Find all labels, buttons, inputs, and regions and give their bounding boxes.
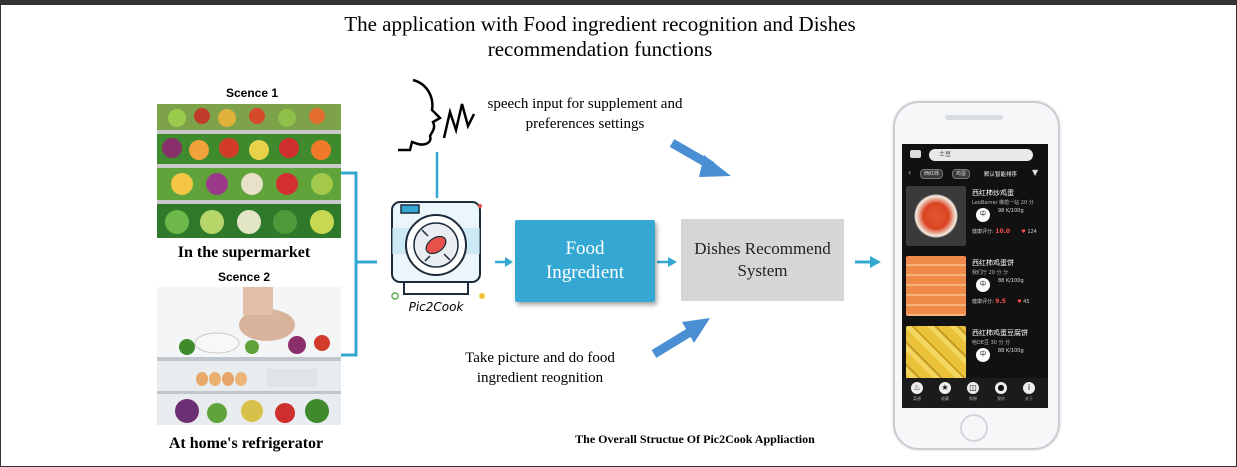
nav-about[interactable]: i 关于	[1023, 382, 1035, 401]
speaking-head-icon	[398, 78, 476, 152]
recipe-author: 哈DE豆 30 分 分	[972, 340, 1011, 346]
recipe-name: 西红柿鸡蛋饼	[972, 259, 1014, 267]
filter-icon[interactable]: ▼	[1032, 168, 1039, 177]
health-score: 健康评分: 10.0 ♥ 124	[972, 228, 1037, 235]
nav-recipes[interactable]: ♨ 菜谱	[911, 382, 923, 401]
recipe-thumbnail	[906, 186, 966, 246]
recipe-card[interactable]: 西红柿鸡蛋豆腐饼 哈DE豆 30 分 分 中 88 K/100g	[902, 324, 1048, 394]
scene-2-place: At home's refrigerator	[168, 435, 324, 452]
scene-bracket	[341, 171, 358, 357]
diagram-title: The application with Food ingredient rec…	[344, 12, 856, 61]
recipe-thumbnail	[906, 326, 966, 386]
health-score: 健康评分: 9.5 ♥ 45	[972, 298, 1030, 305]
dish-to-phone-arrow	[870, 256, 881, 268]
recipe-name: 西红柿鸡蛋豆腐饼	[972, 329, 1028, 337]
recipe-author: 我们厅 20 分 分	[972, 270, 1009, 276]
logo-to-food-arrow	[505, 257, 513, 267]
info-icon: i	[1023, 382, 1035, 394]
dishes-recommend-box: Dishes Recommend System	[681, 219, 844, 301]
picture-note: Take picture and do food ingredient reog…	[465, 350, 615, 386]
basket-icon: ◫	[967, 382, 979, 394]
phone-screen: 土豆 ‹ 西红柿 鸡蛋 默认智能排序 ▼ 西红柿炒鸡蛋 LeoBarner 橄榄…	[902, 144, 1048, 408]
pic2cook-logo-text: Pic2Cook	[408, 300, 464, 314]
ingredient-chip[interactable]: 鸡蛋	[952, 169, 971, 179]
recipe-card[interactable]: 西红柿炒鸡蛋 LeoBarner 橄榄一站 20 分 中 98 K/100g 健…	[902, 184, 1048, 254]
recipe-card[interactable]: 西红柿鸡蛋饼 我们厅 20 分 分 中 88 K/100g 健康评分: 9.5 …	[902, 254, 1048, 324]
speech-note: speech input for supplement and preferen…	[487, 96, 683, 132]
search-input[interactable]: 土豆	[929, 149, 1033, 161]
heart-icon: ♥	[1017, 299, 1022, 305]
phone-speaker	[945, 115, 1003, 120]
food-to-dish-arrow	[668, 257, 677, 267]
calorie-info: 88 K/100g	[998, 278, 1024, 284]
camera-icon[interactable]	[910, 150, 921, 158]
app-search-bar: 土豆	[902, 144, 1048, 166]
calorie-info: 88 K/100g	[998, 348, 1024, 354]
recipe-name: 西红柿炒鸡蛋	[972, 189, 1014, 197]
recipe-author: LeoBarner 橄榄一站 20 分	[972, 200, 1034, 206]
nav-shopping[interactable]: ◫ 购物	[967, 382, 979, 401]
calorie-info: 98 K/100g	[998, 208, 1024, 214]
ingredient-chip[interactable]: 西红柿	[920, 169, 944, 179]
difficulty-badge: 中	[976, 348, 990, 362]
user-icon: ●	[995, 382, 1007, 394]
pic2cook-logo-icon	[391, 201, 485, 300]
picture-input-arrow	[651, 318, 710, 358]
scene-1-label: Scence 1	[225, 86, 279, 100]
difficulty-badge: 中	[976, 278, 990, 292]
sort-label[interactable]: 默认智能排序	[984, 172, 1018, 178]
speech-input-arrow	[669, 139, 731, 177]
difficulty-badge: 中	[976, 208, 990, 222]
chef-hat-icon: ♨	[911, 382, 923, 394]
diagram-caption: The Overall Structue Of Pic2Cook Appliac…	[575, 432, 815, 446]
recipe-thumbnail	[906, 256, 966, 316]
star-icon: ★	[939, 382, 951, 394]
bottom-nav: ♨ 菜谱 ★ 收藏 ◫ 购物 ● 我的 i 关于	[902, 378, 1048, 408]
nav-profile[interactable]: ● 我的	[995, 382, 1007, 401]
back-icon[interactable]: ‹	[908, 168, 912, 177]
nav-favorites[interactable]: ★ 收藏	[939, 382, 951, 401]
phone-home-button[interactable]	[960, 414, 988, 442]
refrigerator-photo	[157, 287, 341, 425]
heart-icon: ♥	[1021, 229, 1026, 235]
ingredient-filter-bar: ‹ 西红柿 鸡蛋 默认智能排序 ▼	[902, 166, 1048, 180]
supermarket-photo	[157, 104, 341, 238]
food-ingredient-box: Food Ingredient	[515, 220, 655, 302]
scene-2-label: Scence 2	[217, 270, 271, 284]
scene-1-place: In the supermarket	[177, 244, 311, 261]
